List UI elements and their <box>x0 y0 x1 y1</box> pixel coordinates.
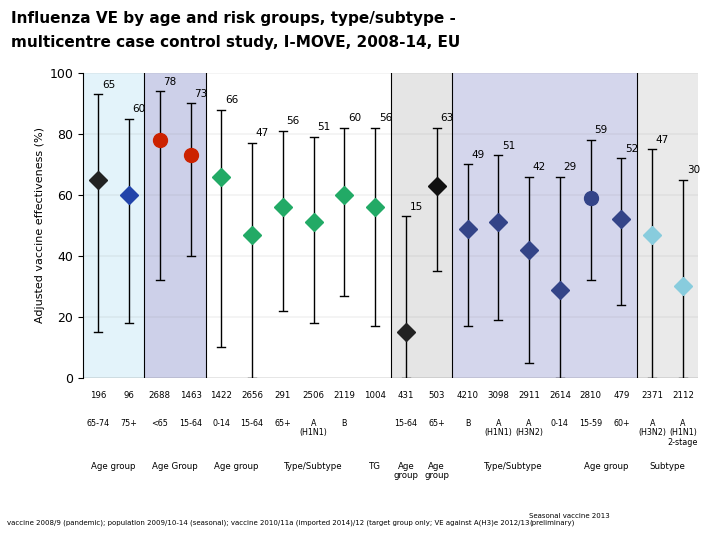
Text: Type/Subtype: Type/Subtype <box>485 462 543 471</box>
Text: Age Group: Age Group <box>152 462 198 471</box>
Text: Age group: Age group <box>584 462 629 471</box>
Text: 47: 47 <box>656 134 669 145</box>
Bar <box>391 73 452 378</box>
Text: 56: 56 <box>379 113 392 123</box>
Text: 52: 52 <box>625 144 639 154</box>
Text: 65+: 65+ <box>428 418 445 428</box>
Text: 2119: 2119 <box>333 392 356 401</box>
Text: Seasonal vaccine 2013
(preliminary): Seasonal vaccine 2013 (preliminary) <box>529 513 610 526</box>
Text: 15-64: 15-64 <box>395 418 418 428</box>
Text: Age
group: Age group <box>394 462 418 480</box>
Text: 29: 29 <box>564 162 577 172</box>
Text: 60+: 60+ <box>613 418 630 428</box>
Text: 47: 47 <box>256 129 269 138</box>
Text: multicentre case control study, I-MOVE, 2008-14, EU: multicentre case control study, I-MOVE, … <box>11 35 460 50</box>
Text: Influenza VE by age and risk groups, type/subtype -: Influenza VE by age and risk groups, typ… <box>11 11 456 26</box>
Text: Age group: Age group <box>215 462 259 471</box>
Text: 1422: 1422 <box>210 392 233 401</box>
Text: 2506: 2506 <box>302 392 325 401</box>
Text: 60: 60 <box>132 104 145 114</box>
Text: 1004: 1004 <box>364 392 386 401</box>
Text: 60: 60 <box>348 113 361 123</box>
Text: 2688: 2688 <box>149 392 171 401</box>
Text: 56: 56 <box>287 116 300 126</box>
Text: B: B <box>342 418 347 428</box>
Text: A
(H1N1)
2-stage: A (H1N1) 2-stage <box>668 418 698 447</box>
Text: A
(H1N1): A (H1N1) <box>300 418 328 437</box>
Text: 30: 30 <box>687 165 700 175</box>
Text: 15-59: 15-59 <box>579 418 603 428</box>
Text: Subtype: Subtype <box>649 462 685 471</box>
Text: 51: 51 <box>502 141 516 151</box>
Text: A
(H3N2): A (H3N2) <box>638 418 666 437</box>
Text: B: B <box>465 418 470 428</box>
Text: 2112: 2112 <box>672 392 694 401</box>
Text: 15-64: 15-64 <box>240 418 264 428</box>
Text: A
(H1N1): A (H1N1) <box>485 418 512 437</box>
Text: 291: 291 <box>275 392 291 401</box>
Y-axis label: Adjusted vaccine effectiveness (%): Adjusted vaccine effectiveness (%) <box>35 127 45 323</box>
Text: 96: 96 <box>124 392 135 401</box>
Text: 196: 196 <box>90 392 107 401</box>
Text: 15: 15 <box>410 202 423 212</box>
Text: 3098: 3098 <box>487 392 509 401</box>
Text: 431: 431 <box>397 392 414 401</box>
Bar <box>83 73 145 378</box>
Text: 66: 66 <box>225 95 238 105</box>
Text: 479: 479 <box>613 392 629 401</box>
Text: TG: TG <box>369 462 381 471</box>
Text: 65+: 65+ <box>274 418 292 428</box>
Text: 51: 51 <box>318 123 330 132</box>
Text: 42: 42 <box>533 162 546 172</box>
Text: 78: 78 <box>163 77 176 86</box>
Text: 0-14: 0-14 <box>551 418 569 428</box>
Text: 49: 49 <box>472 150 485 160</box>
Text: 2371: 2371 <box>642 392 663 401</box>
Bar <box>452 73 637 378</box>
Text: <65: <65 <box>151 418 168 428</box>
Text: 2810: 2810 <box>580 392 602 401</box>
Text: Age group: Age group <box>91 462 136 471</box>
Bar <box>145 73 206 378</box>
Text: 15-64: 15-64 <box>179 418 202 428</box>
Text: A
(H3N2): A (H3N2) <box>515 418 543 437</box>
Text: 2911: 2911 <box>518 392 540 401</box>
Text: 0-14: 0-14 <box>212 418 230 428</box>
Text: 63: 63 <box>441 113 454 123</box>
Text: 2614: 2614 <box>549 392 571 401</box>
Text: 503: 503 <box>428 392 445 401</box>
Text: 1463: 1463 <box>179 392 202 401</box>
Text: 65-74: 65-74 <box>86 418 109 428</box>
Text: 4210: 4210 <box>456 392 479 401</box>
Text: 59: 59 <box>595 125 608 136</box>
Bar <box>636 73 698 378</box>
Text: Age
group: Age group <box>424 462 449 480</box>
Text: Type/Subtype: Type/Subtype <box>284 462 343 471</box>
Text: 65: 65 <box>102 80 115 90</box>
Text: 2656: 2656 <box>241 392 263 401</box>
Text: vaccine 2008/9 (pandemic); population 2009/10-14 (seasonal); vaccine 2010/11a (i: vaccine 2008/9 (pandemic); population 20… <box>7 520 530 526</box>
Text: 75+: 75+ <box>120 418 138 428</box>
Text: 73: 73 <box>194 89 207 99</box>
